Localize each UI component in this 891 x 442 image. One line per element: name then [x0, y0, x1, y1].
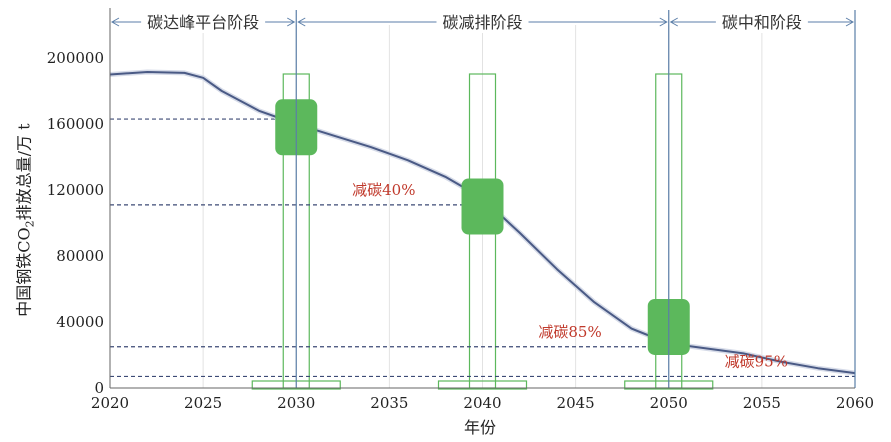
x-tick-label-2020: 2020	[91, 394, 129, 412]
phase-arrows: 碳达峰平台阶段 碳减排阶段 碳中和阶段	[110, 10, 856, 388]
y-axis-title-unit: 排放总量/万 t	[14, 123, 34, 221]
reduction-label-3: 减碳95%	[725, 352, 788, 370]
milestone-base-box-1	[437, 380, 528, 390]
x-tick-label-2030: 2030	[277, 394, 315, 412]
phase-label-bg-0	[141, 11, 266, 33]
phase-arrowhead-left-0	[110, 17, 120, 27]
x-axis-title: 年份	[464, 418, 496, 437]
axes	[109, 8, 855, 389]
reduction-reference-lines	[110, 118, 855, 378]
x-tick-label-2040: 2040	[463, 394, 501, 412]
y-tick-label-120000: 120000	[47, 181, 104, 199]
y-tick-label-40000: 40000	[56, 313, 104, 331]
milestone-marker-1	[461, 178, 504, 235]
phase-label-bg-2	[715, 11, 808, 33]
phase-label-2: 碳中和阶段	[722, 13, 802, 32]
y-axis-title-subscript: 2	[24, 220, 38, 228]
y-axis-title: 中国钢铁CO2排放总量/万 t	[4, 50, 44, 390]
reduction-label-1: 减碳40%	[352, 181, 415, 199]
phase-arrowhead-left-2	[669, 17, 678, 27]
phase-label-0: 碳达峰平台阶段	[147, 13, 259, 32]
phase-label-1: 碳减排阶段	[442, 13, 522, 32]
y-axis-title-main: 中国钢铁CO	[14, 227, 34, 317]
x-tick-label-2050: 2050	[650, 394, 688, 412]
y-tick-labels: 0 40000 80000 120000 160000 200000	[47, 49, 104, 397]
annotations: 减碳40% 减碳85% 减碳95%	[352, 181, 788, 371]
x-tick-label-2025: 2025	[184, 394, 222, 412]
x-tick-label-2035: 2035	[370, 394, 408, 412]
y-tick-label-160000: 160000	[47, 115, 104, 133]
phase-arrowhead-right-2	[845, 17, 855, 27]
phase-label-bg-1	[436, 11, 529, 33]
phase-arrowhead-left-1	[297, 17, 306, 27]
x-tick-label-2045: 2045	[557, 394, 595, 412]
y-tick-label-80000: 80000	[56, 247, 104, 265]
x-tick-labels: 2020 2025 2030 2035 2040 2045 2050 2055 2060	[91, 394, 874, 412]
x-tick-label-2060: 2060	[836, 394, 874, 412]
reduction-label-2: 减碳85%	[538, 323, 601, 341]
phase-arrowhead-right-1	[659, 17, 668, 27]
x-tick-label-2055: 2055	[743, 394, 781, 412]
y-tick-label-200000: 200000	[47, 49, 104, 67]
phase-arrowhead-right-0	[287, 17, 296, 27]
y-tick-label-0: 0	[94, 379, 104, 397]
